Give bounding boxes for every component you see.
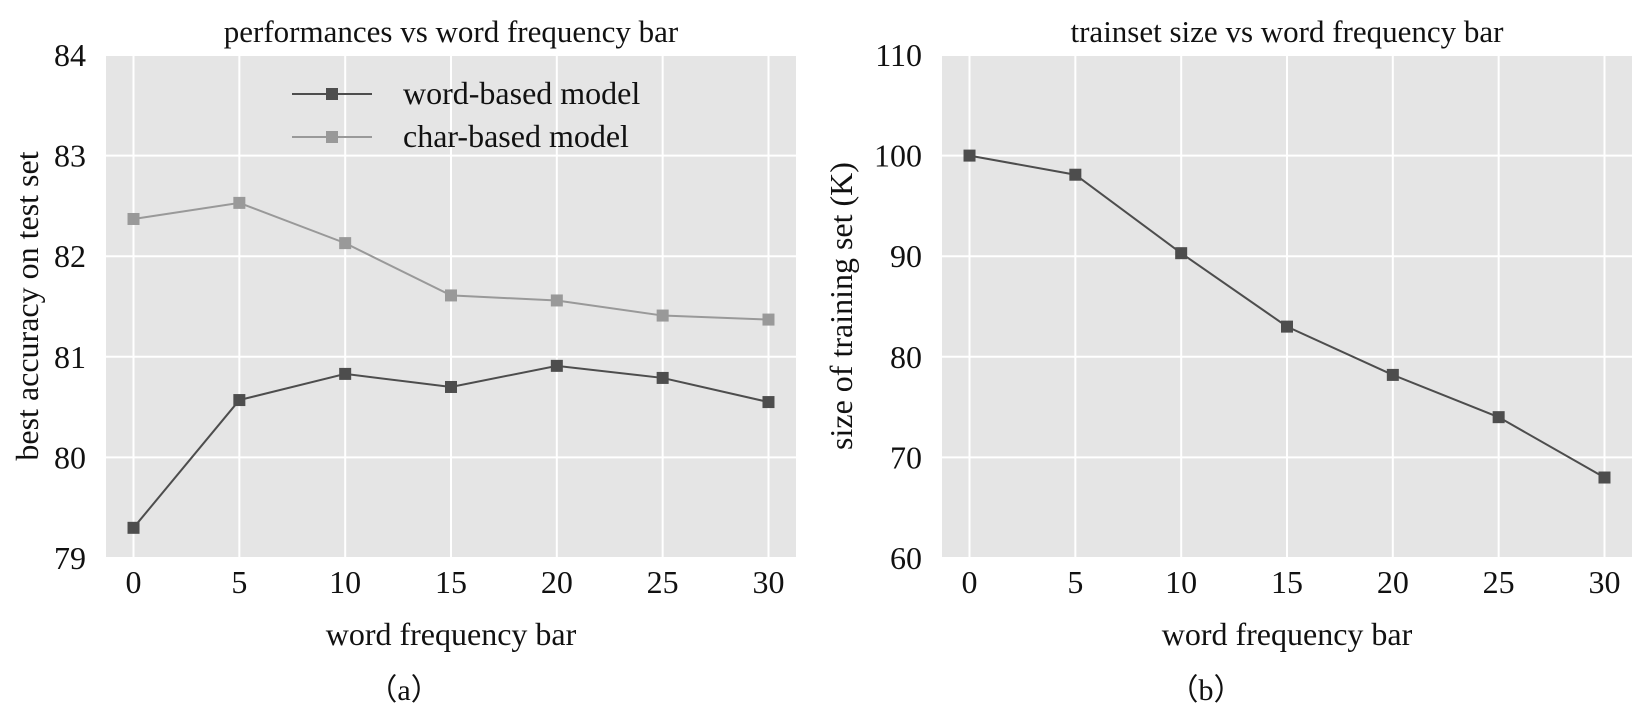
x-tick-label: 0 xyxy=(962,564,978,600)
x-axis-label-a: word frequency bar xyxy=(326,616,577,652)
data-point-marker xyxy=(1386,368,1399,381)
x-tick-label: 0 xyxy=(126,564,142,600)
x-tick-label: 15 xyxy=(435,564,467,600)
data-point-marker xyxy=(550,359,563,372)
panel-caption-a: （a） xyxy=(367,674,440,707)
data-point-marker xyxy=(1492,411,1505,424)
y-tick-label: 84 xyxy=(54,37,86,73)
legend-marker-char-based xyxy=(326,131,338,143)
data-point-marker xyxy=(656,309,669,322)
y-tick-label: 82 xyxy=(54,238,86,274)
x-tick-label: 30 xyxy=(1588,564,1620,600)
data-point-marker xyxy=(1069,168,1082,181)
legend-marker-word-based xyxy=(326,88,338,100)
y-tick-label: 79 xyxy=(54,540,86,576)
data-point-marker xyxy=(339,367,352,380)
data-point-marker xyxy=(445,380,457,393)
x-tick-label: 15 xyxy=(1271,564,1303,600)
data-point-marker xyxy=(550,294,563,307)
x-tick-label: 10 xyxy=(1165,564,1197,600)
x-tick-label: 20 xyxy=(1377,564,1409,600)
data-point-marker xyxy=(1281,320,1293,333)
data-point-marker xyxy=(339,237,352,250)
gridlines-a xyxy=(106,54,796,559)
legend-label-char-based: char-based model xyxy=(403,118,629,154)
data-point-marker xyxy=(127,212,140,225)
legend-label-word-based: word-based model xyxy=(403,75,640,111)
y-tick-labels-b: 60 70 80 90 100 110 xyxy=(874,37,922,576)
chart-title-b: trainset size vs word frequency bar xyxy=(1071,14,1505,49)
y-tick-labels-a: 79 80 81 82 83 84 xyxy=(54,37,86,576)
x-tick-label: 5 xyxy=(231,564,247,600)
x-tick-label: 10 xyxy=(329,564,361,600)
y-tick-label: 80 xyxy=(890,339,922,375)
y-tick-label: 90 xyxy=(890,238,922,274)
x-tick-labels-a: 0 5 10 15 20 25 30 xyxy=(126,564,785,600)
y-tick-label: 80 xyxy=(54,439,86,475)
x-tick-label: 20 xyxy=(541,564,573,600)
chart-panel-a: 79 80 81 82 83 84 0 5 10 15 20 25 30 performances v… xyxy=(9,14,796,707)
gridlines-b xyxy=(942,54,1632,559)
data-point-marker xyxy=(1175,247,1188,260)
x-axis-label-b: word frequency bar xyxy=(1162,616,1413,652)
data-point-marker xyxy=(127,521,140,534)
legend: word-based model char-based model xyxy=(292,75,640,154)
y-tick-label: 60 xyxy=(890,540,922,576)
x-tick-label: 30 xyxy=(752,564,784,600)
data-point-marker xyxy=(233,196,246,209)
y-tick-label: 83 xyxy=(54,138,86,174)
data-point-marker xyxy=(445,289,457,302)
x-tick-label: 25 xyxy=(1483,564,1515,600)
data-point-marker xyxy=(233,394,246,407)
panel-caption-b: （b） xyxy=(1169,674,1244,707)
y-tick-label: 70 xyxy=(890,439,922,475)
y-axis-label-a: best accuracy on test set xyxy=(9,151,45,460)
x-tick-label: 25 xyxy=(647,564,679,600)
y-tick-label: 81 xyxy=(54,339,86,375)
chart-title-a: performances vs word frequency bar xyxy=(224,14,679,49)
series-group-a xyxy=(127,196,775,534)
x-tick-labels-b: 0 5 10 15 20 25 30 xyxy=(962,564,1621,600)
data-point-marker xyxy=(762,396,775,409)
y-tick-label: 110 xyxy=(875,37,922,73)
data-point-marker xyxy=(762,313,775,326)
series-group-b xyxy=(963,149,1611,484)
data-point-marker xyxy=(656,371,669,384)
data-point-marker xyxy=(1598,471,1611,484)
data-point-marker xyxy=(963,149,976,162)
y-axis-label-b: size of training set (K) xyxy=(823,162,859,450)
y-tick-label: 100 xyxy=(874,138,922,174)
x-tick-label: 5 xyxy=(1067,564,1083,600)
chart-panel-b: 60 70 80 90 100 110 0 5 10 15 20 25 30 trainset siz… xyxy=(823,14,1632,707)
